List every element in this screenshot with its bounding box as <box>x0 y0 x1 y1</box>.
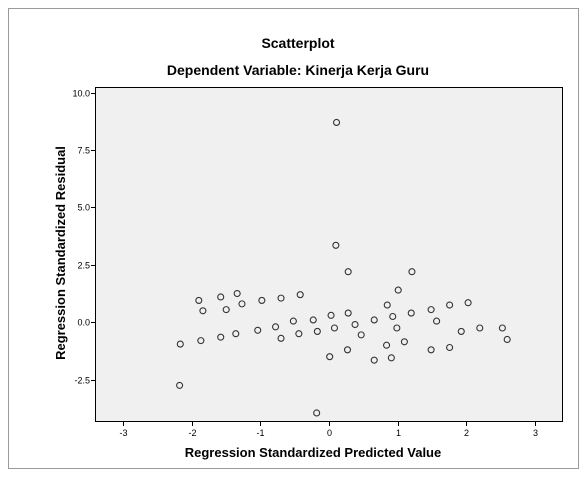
data-point <box>393 324 401 332</box>
x-tick-label: 3 <box>533 428 538 438</box>
data-point <box>309 316 317 324</box>
data-point <box>408 268 416 276</box>
x-tick-label: 1 <box>396 428 401 438</box>
data-point <box>217 293 225 301</box>
y-tick-label: -2.5 <box>74 376 90 386</box>
chart-subtitle: Dependent Variable: Kinerja Kerja Guru <box>167 62 429 78</box>
data-point <box>295 330 303 338</box>
data-point <box>313 327 321 335</box>
data-point <box>351 320 359 329</box>
data-point <box>217 333 225 341</box>
y-tick-label: 0.0 <box>77 318 90 328</box>
data-point <box>176 381 184 389</box>
data-point <box>277 334 285 342</box>
data-point <box>195 296 203 304</box>
data-point <box>394 286 402 294</box>
data-point <box>389 312 397 321</box>
data-point <box>464 299 472 307</box>
plot-area <box>95 87 563 422</box>
data-point <box>296 291 304 299</box>
y-tick-label: 7.5 <box>77 146 90 156</box>
data-point <box>446 301 454 309</box>
x-axis-title: Regression Standardized Predicted Value <box>185 445 441 460</box>
y-tick-label: 10.0 <box>72 89 90 99</box>
data-point <box>383 341 391 349</box>
data-point <box>503 335 511 344</box>
data-point <box>277 294 285 302</box>
data-point <box>197 337 205 345</box>
data-point <box>271 323 280 331</box>
data-point <box>326 353 334 361</box>
data-point <box>332 118 341 126</box>
data-point <box>427 346 435 354</box>
data-point <box>232 330 240 338</box>
x-tick-label: -2 <box>188 428 196 438</box>
chart-title: Scatterplot <box>261 35 334 51</box>
data-point <box>498 324 506 332</box>
data-point <box>357 331 365 339</box>
data-point <box>370 356 378 364</box>
x-tick-label: 0 <box>327 428 332 438</box>
data-point <box>344 268 352 276</box>
x-tick-label: 2 <box>464 428 469 438</box>
data-point <box>407 309 415 317</box>
data-point <box>313 409 321 417</box>
y-tick-label: 5.0 <box>77 203 90 213</box>
data-point <box>343 346 352 354</box>
data-point <box>176 340 184 348</box>
x-tick-label: -3 <box>119 428 127 438</box>
data-point <box>330 324 339 332</box>
data-point <box>446 343 454 352</box>
data-point <box>254 326 262 334</box>
data-point <box>258 296 266 304</box>
data-point <box>400 338 408 346</box>
data-point <box>238 300 246 308</box>
data-point <box>289 317 297 325</box>
x-axis: -3 -2 -1 0 1 2 3 <box>119 421 538 438</box>
data-point <box>327 311 335 319</box>
data-point <box>233 289 241 298</box>
data-point <box>370 316 378 324</box>
data-point <box>383 301 391 309</box>
data-point <box>222 306 230 314</box>
y-axis-title: Regression Standardized Residual <box>53 146 68 360</box>
x-tick-label: -1 <box>256 428 264 438</box>
data-point <box>199 307 207 315</box>
y-tick-label: 2.5 <box>77 261 90 271</box>
data-point <box>344 309 352 317</box>
data-points <box>176 118 511 417</box>
data-point <box>387 354 395 362</box>
data-point <box>457 327 465 335</box>
y-axis: 10.0 7.5 5.0 2.5 0.0 -2.5 <box>72 89 96 386</box>
data-point <box>433 317 441 325</box>
data-point <box>427 306 435 314</box>
data-point <box>476 324 484 332</box>
data-point <box>332 241 340 249</box>
